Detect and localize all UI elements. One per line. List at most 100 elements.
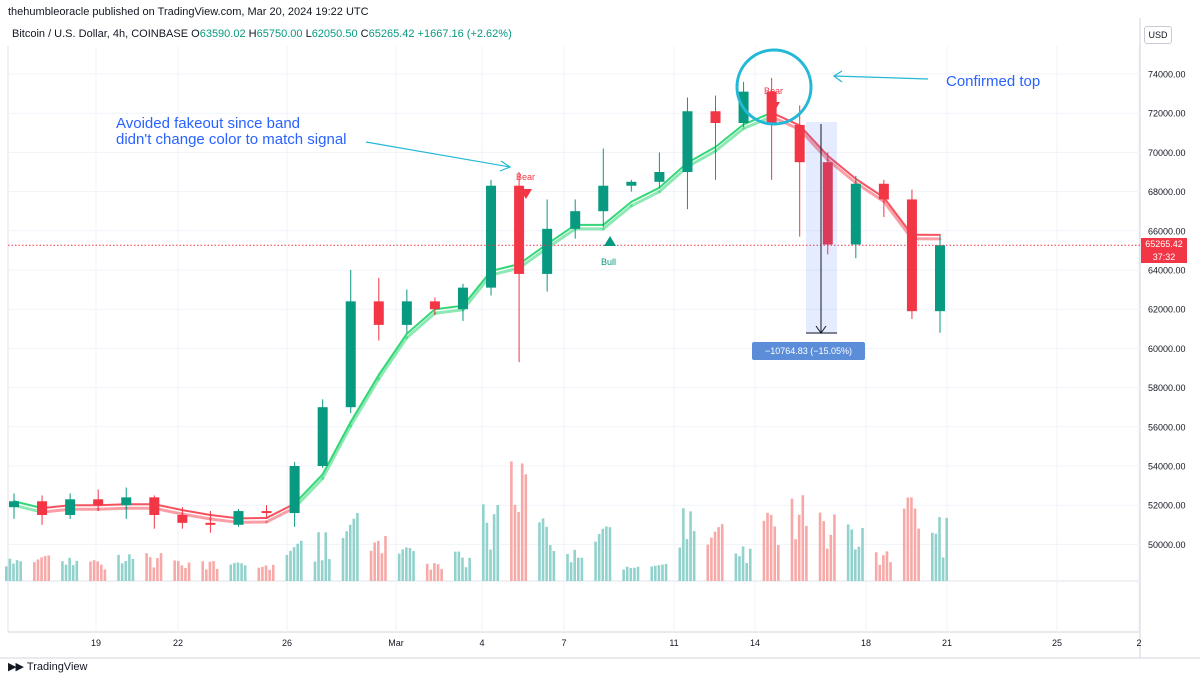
y-tick-label: 60000.00 — [1148, 344, 1186, 354]
band-segment — [349, 373, 380, 423]
volume-bar — [47, 555, 51, 581]
x-tick-label: 11 — [669, 638, 678, 648]
candle-body — [205, 522, 216, 525]
volume-bar — [682, 508, 685, 581]
volume-bar — [636, 566, 640, 581]
volume-bar — [801, 495, 805, 581]
x-tick-label: Mar — [388, 638, 404, 648]
volume-bar — [124, 560, 128, 581]
open-value: 63590.02 — [199, 28, 246, 40]
volume-bar — [717, 527, 720, 581]
volume-bar — [215, 569, 219, 581]
band-segment — [349, 377, 381, 428]
volume-bar — [187, 562, 191, 581]
candle-body — [401, 301, 412, 325]
volume-bar — [320, 560, 324, 581]
volume-bar — [573, 549, 577, 581]
volume-bar — [184, 567, 187, 581]
volume-bar — [608, 527, 612, 581]
candlestick-series — [9, 77, 945, 533]
confirmed-top-arrow-head — [832, 70, 843, 83]
volume-bar — [906, 497, 910, 581]
volume-bar — [917, 528, 920, 581]
volume-bar — [233, 562, 236, 581]
brand-name: TradingView — [26, 660, 88, 673]
band-segment — [377, 336, 409, 381]
volume-bar — [117, 554, 120, 581]
band-segment — [826, 154, 857, 180]
volume-bar — [156, 558, 159, 581]
volume-bar — [8, 558, 12, 581]
volume-bar — [548, 545, 552, 581]
y-tick-label: 62000.00 — [1148, 305, 1186, 315]
volume-bar — [15, 560, 19, 581]
tradingview-brand[interactable]: ▶▶ TradingView — [8, 660, 87, 673]
bull-signal-arrow-icon — [604, 236, 616, 246]
volume-bar — [212, 561, 215, 581]
x-tick-label: 19 — [91, 638, 101, 648]
volume-bar — [622, 569, 625, 581]
volume-bar — [552, 550, 556, 581]
band-segment — [180, 512, 212, 521]
volume-bar — [829, 534, 833, 581]
close-label: C — [360, 28, 369, 40]
volume-bar — [461, 557, 464, 581]
volume-bar — [773, 526, 777, 581]
high-label: H — [248, 28, 257, 40]
volume-bar — [941, 557, 945, 581]
y-tick-label: 58000.00 — [1148, 383, 1186, 393]
volume-bar — [790, 498, 794, 581]
volume-bar — [594, 541, 597, 581]
volume-bar — [489, 549, 492, 581]
volume-bar — [261, 566, 264, 581]
volume-bar — [482, 504, 485, 581]
last-price-tag: 65265.42 — [1141, 238, 1187, 251]
volume-bar — [850, 529, 854, 581]
y-tick-label: 56000.00 — [1148, 422, 1186, 432]
volume-bar — [317, 532, 320, 581]
volume-bar — [745, 563, 748, 581]
volume-bar — [229, 564, 233, 581]
volume-bar — [524, 474, 528, 581]
candle-body — [514, 185, 525, 274]
high-value: 65750.00 — [256, 28, 303, 40]
candle-body — [542, 228, 553, 274]
y-tick-label: 74000.00 — [1148, 70, 1186, 80]
x-tick-label: 18 — [861, 638, 871, 648]
currency-button[interactable]: USD — [1144, 26, 1172, 44]
volume-bar — [734, 553, 738, 581]
volume-bar — [356, 512, 359, 581]
volume-bar — [103, 569, 107, 581]
volume-bar — [328, 559, 331, 581]
volume-bar — [285, 554, 289, 581]
volume-bar — [580, 557, 584, 581]
volume-bar — [68, 557, 71, 581]
price-change: +1667.16 (+2.62%) — [417, 28, 512, 40]
candle-body — [654, 172, 665, 182]
volume-bar — [405, 547, 408, 581]
volume-bar — [794, 539, 797, 581]
volume-bar — [61, 561, 64, 581]
volume-bar — [913, 508, 917, 581]
candle-body — [149, 497, 160, 515]
volume-bar — [12, 563, 15, 581]
x-tick-label: 21 — [942, 638, 952, 648]
candle-body — [289, 466, 300, 514]
volume-bar — [650, 566, 653, 581]
volume-bar — [425, 563, 429, 581]
volume-bar — [902, 508, 906, 581]
volume-bar — [566, 553, 569, 581]
volume-bar — [33, 562, 36, 581]
volume-bar — [71, 565, 75, 581]
band-segment — [405, 311, 437, 340]
band-segment — [714, 123, 745, 149]
volume-bar — [629, 567, 633, 581]
volume-bar — [822, 521, 825, 581]
y-tick-label: 72000.00 — [1148, 109, 1186, 119]
volume-bar — [492, 514, 496, 581]
volume-bar — [348, 524, 352, 581]
band-segment — [405, 308, 436, 335]
volume-bar — [324, 532, 328, 581]
volume-bar — [882, 555, 885, 581]
